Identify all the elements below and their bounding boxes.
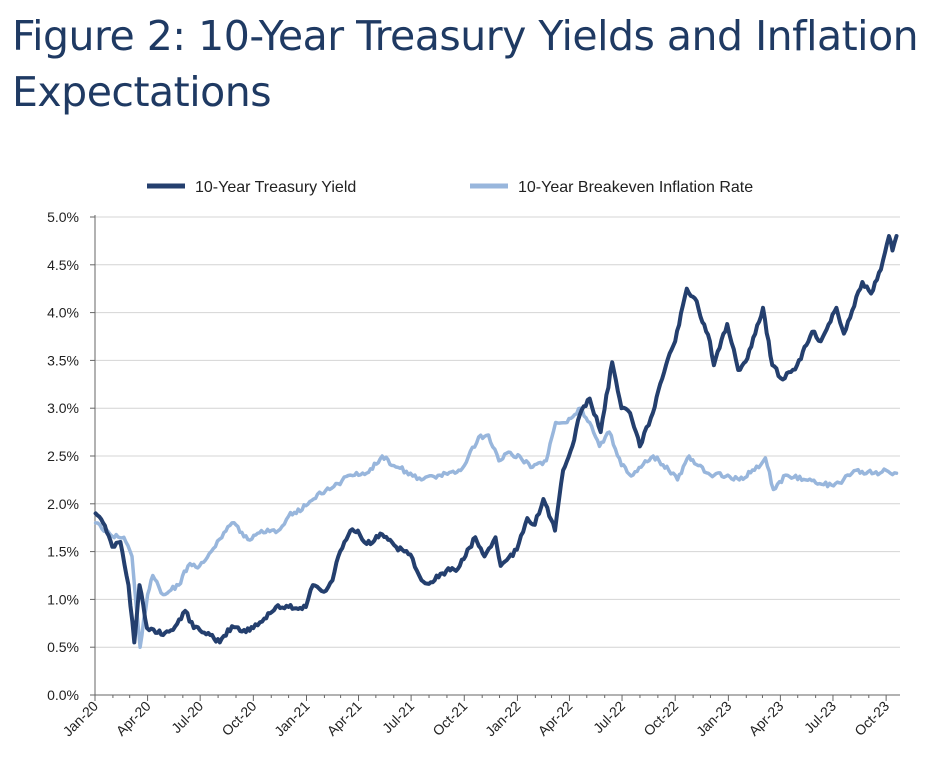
x-tick-label: Apr-23: [745, 698, 786, 739]
legend-label: 10-Year Breakeven Inflation Rate: [518, 179, 753, 196]
series-line-treasury-yield: [93, 234, 899, 645]
y-tick-label: 3.5%: [47, 352, 79, 368]
x-tick-label: Oct-20: [218, 698, 259, 739]
y-tick-label: 0.0%: [47, 687, 79, 703]
series-lines: [93, 234, 899, 649]
y-tick-label: 4.5%: [47, 257, 79, 273]
y-tick-label: 1.0%: [47, 591, 79, 607]
x-tick-label: Oct-21: [429, 698, 470, 739]
title-line-2: Expectations: [12, 68, 272, 116]
x-tick-label: Apr-22: [535, 698, 576, 739]
y-axis-ticks: 0.0% 0.5% 1.0% 1.5% 2.0% 2.5% 3.0% 3.5% 4.0% 4.5%…: [47, 209, 79, 703]
x-tick-label: Jul-20: [168, 698, 206, 736]
x-tick-label: Jul-23: [801, 698, 839, 736]
chart-title: Figure 2: 10-Year Treasury Yields and In…: [12, 8, 932, 120]
y-tick-label: 2.0%: [47, 496, 79, 512]
x-tick-label: Jan-22: [482, 698, 524, 740]
legend-label: 10-Year Treasury Yield: [195, 179, 356, 196]
x-axis-ticks: Jan-20 Apr-20 Jul-20 Oct-20 Jan-21 Apr-21 Jul-…: [60, 698, 893, 740]
grid-lines: [95, 216, 900, 648]
y-tick-label: 5.0%: [47, 209, 79, 225]
y-tick-label: 2.5%: [47, 448, 79, 464]
x-tick-label: Oct-23: [851, 698, 892, 739]
y-tick-label: 4.0%: [47, 305, 79, 321]
x-tick-label: Apr-20: [113, 698, 154, 739]
series-line-breakeven-inflation: [93, 406, 899, 649]
axes: [90, 215, 900, 701]
x-tick-label: Jan-20: [60, 698, 102, 740]
x-tick-label: Jul-21: [379, 698, 417, 736]
title-line-1: Figure 2: 10-Year Treasury Yields and In…: [12, 12, 919, 60]
x-tick-label: Jan-23: [693, 698, 735, 740]
y-tick-label: 3.0%: [47, 400, 79, 416]
legend: 10-Year Treasury Yield 10-Year Breakeven …: [147, 179, 753, 196]
y-tick-label: 0.5%: [47, 639, 79, 655]
x-tick-label: Apr-21: [324, 698, 365, 739]
y-tick-label: 1.5%: [47, 544, 79, 560]
x-tick-label: Jan-21: [271, 698, 313, 740]
x-tick-label: Oct-22: [640, 698, 681, 739]
x-tick-label: Jul-22: [590, 698, 628, 736]
